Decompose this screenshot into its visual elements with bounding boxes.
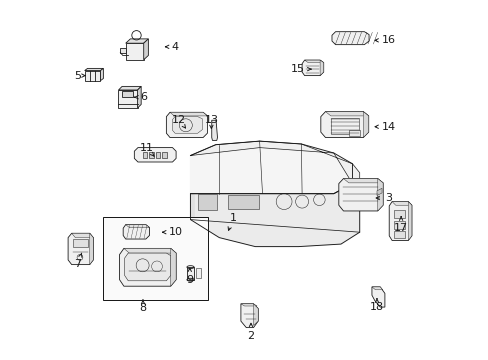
Bar xyxy=(162,152,166,158)
Polygon shape xyxy=(186,267,194,280)
Polygon shape xyxy=(118,86,141,90)
Bar xyxy=(393,231,404,238)
Text: 5: 5 xyxy=(75,71,85,81)
Polygon shape xyxy=(72,233,93,238)
Polygon shape xyxy=(190,184,359,247)
Text: 14: 14 xyxy=(374,122,395,132)
Polygon shape xyxy=(190,141,359,193)
Text: 13: 13 xyxy=(204,114,218,129)
Polygon shape xyxy=(371,287,382,290)
Polygon shape xyxy=(377,179,382,211)
Polygon shape xyxy=(338,179,382,211)
Polygon shape xyxy=(363,112,368,138)
Polygon shape xyxy=(125,43,143,60)
Polygon shape xyxy=(228,195,258,209)
Polygon shape xyxy=(211,120,217,140)
Text: 18: 18 xyxy=(369,299,383,312)
Text: 3: 3 xyxy=(375,193,391,203)
Polygon shape xyxy=(407,202,411,240)
Polygon shape xyxy=(84,68,103,71)
Polygon shape xyxy=(241,304,258,328)
Polygon shape xyxy=(331,32,368,45)
Polygon shape xyxy=(197,194,217,210)
Polygon shape xyxy=(304,60,323,63)
Polygon shape xyxy=(143,39,148,60)
Polygon shape xyxy=(348,130,360,136)
Bar xyxy=(156,152,160,158)
Polygon shape xyxy=(388,202,411,240)
Text: 7: 7 xyxy=(75,253,82,269)
Polygon shape xyxy=(343,179,382,183)
Polygon shape xyxy=(89,233,93,265)
Polygon shape xyxy=(73,239,88,247)
Polygon shape xyxy=(166,112,207,138)
Polygon shape xyxy=(190,141,352,194)
Polygon shape xyxy=(124,253,170,281)
Bar xyxy=(393,221,404,229)
Text: 1: 1 xyxy=(227,213,236,230)
Polygon shape xyxy=(195,268,200,278)
Polygon shape xyxy=(190,194,194,220)
Text: 8: 8 xyxy=(139,300,146,313)
Text: 9: 9 xyxy=(186,268,193,285)
Polygon shape xyxy=(391,202,411,205)
Polygon shape xyxy=(137,86,141,108)
Text: 4: 4 xyxy=(165,42,179,52)
Polygon shape xyxy=(134,148,176,162)
Polygon shape xyxy=(120,248,176,286)
Polygon shape xyxy=(376,188,381,195)
Polygon shape xyxy=(302,60,323,76)
Polygon shape xyxy=(320,60,323,76)
Polygon shape xyxy=(122,91,133,97)
Polygon shape xyxy=(120,48,125,53)
Polygon shape xyxy=(68,233,93,265)
Text: 15: 15 xyxy=(290,64,310,74)
Text: 16: 16 xyxy=(374,35,395,45)
Text: 6: 6 xyxy=(134,92,147,102)
Text: 17: 17 xyxy=(393,217,407,233)
Polygon shape xyxy=(123,248,176,253)
Text: 2: 2 xyxy=(247,323,254,341)
Polygon shape xyxy=(84,71,101,81)
Bar xyxy=(142,152,147,158)
Polygon shape xyxy=(118,90,137,108)
Polygon shape xyxy=(170,248,176,286)
Polygon shape xyxy=(170,112,207,116)
Polygon shape xyxy=(125,39,148,43)
Polygon shape xyxy=(123,225,149,239)
Polygon shape xyxy=(172,117,202,133)
Polygon shape xyxy=(125,225,149,228)
Polygon shape xyxy=(241,304,257,306)
Text: 11: 11 xyxy=(139,143,154,156)
Polygon shape xyxy=(101,68,103,81)
Bar xyxy=(393,210,404,218)
Polygon shape xyxy=(325,112,368,116)
Polygon shape xyxy=(253,304,258,325)
Text: 10: 10 xyxy=(163,227,183,237)
Polygon shape xyxy=(371,287,384,307)
Polygon shape xyxy=(320,112,368,138)
Bar xyxy=(149,152,153,158)
Text: 12: 12 xyxy=(172,114,185,128)
Bar xyxy=(103,217,207,300)
